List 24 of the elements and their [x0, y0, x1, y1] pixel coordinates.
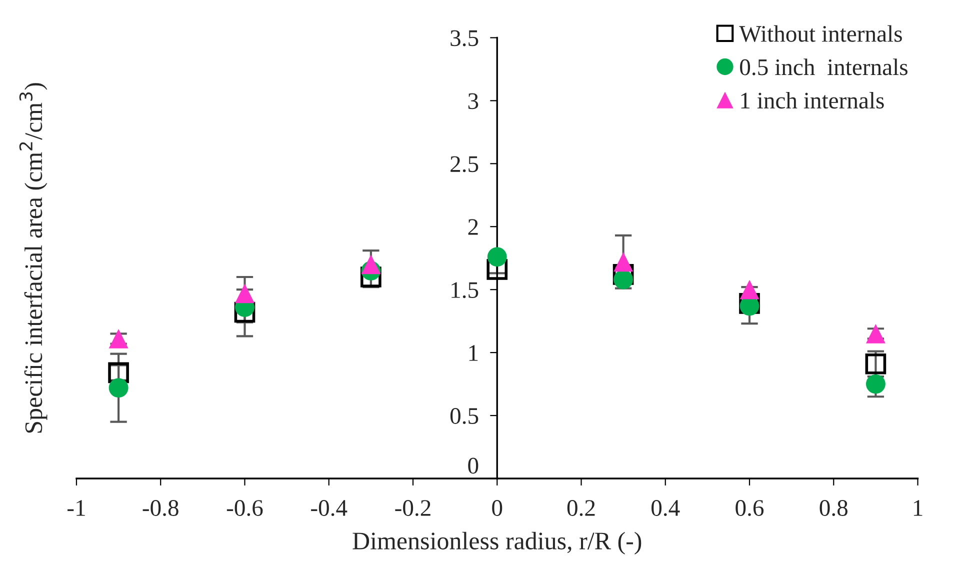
x-tick-label: 0.2	[567, 500, 595, 516]
x-tick-label: -0.4	[311, 500, 348, 516]
legend-label: 0.5 inch internals	[740, 58, 908, 76]
y-tick-label: 3	[468, 93, 478, 110]
x-tick-label: 1	[914, 500, 922, 516]
y-tick-label: 1	[469, 345, 478, 361]
legend-label: 1 inch internals	[741, 92, 884, 109]
x-tick-label: -1	[68, 500, 85, 516]
x-tick-label: -0.8	[142, 500, 178, 516]
y-axis-title: Specific interfacial area (cm$^{2}$/cm$^{3}$)	[19, 83, 48, 433]
y-tick-label: 2	[468, 219, 478, 235]
x-tick-label: -0.2	[395, 500, 430, 516]
y-tick-label: 0	[468, 458, 478, 474]
y-tick-label: 2.5	[450, 156, 478, 172]
y-tick-label: 0.5	[450, 408, 478, 424]
x-tick-label: 0.6	[736, 500, 764, 516]
x-tick-label: 0.4	[652, 500, 680, 516]
x-tick-label: 0.8	[820, 500, 848, 516]
y-tick-label: 1.5	[452, 282, 478, 298]
x-tick-label: 0	[492, 500, 502, 516]
x-tick-label: -0.6	[226, 500, 263, 516]
legend-label: Without internals	[739, 25, 902, 42]
y-tick-label: 3.5	[450, 30, 478, 46]
x-axis-title: Dimensionless radius, r/R (-)	[352, 532, 642, 555]
